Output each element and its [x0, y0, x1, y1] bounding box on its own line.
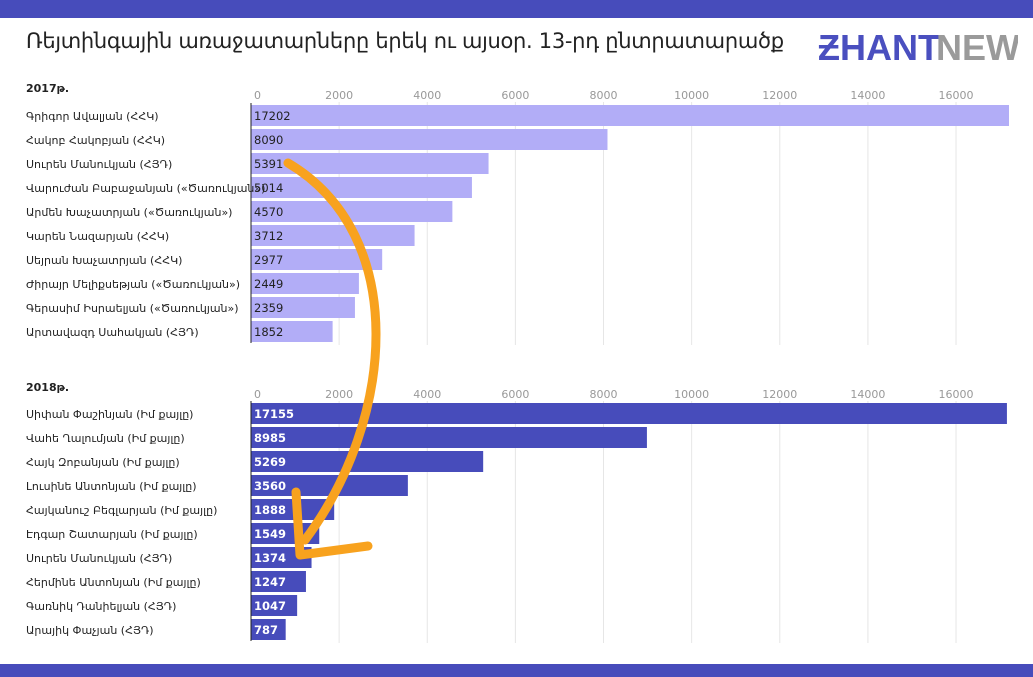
tick-label: 8000: [590, 89, 618, 102]
arrow-head: [291, 487, 373, 560]
tick-label: 6000: [501, 388, 529, 401]
tick-label: 4000: [413, 388, 441, 401]
data-label: 3712: [254, 229, 283, 243]
tick-label: 10000: [674, 388, 709, 401]
category-label: Սուրեն Մանուկյան (ՀՅԴ): [26, 552, 172, 565]
tick-label: 6000: [501, 89, 529, 102]
data-label: 1247: [254, 575, 286, 589]
category-label: Հակոբ Հակոբյան (ՀՀԿ): [26, 134, 165, 147]
data-label: 17202: [254, 109, 291, 123]
category-label: Հերմինե Անտոնյան (Իմ քայլը): [26, 576, 201, 589]
tick-label: 14000: [850, 388, 885, 401]
page-title: Ռեյտինգային առաջատարները երեկ ու այսօր. …: [26, 29, 784, 53]
bar: [251, 595, 298, 616]
tick-label: 14000: [850, 89, 885, 102]
tick-label: 12000: [762, 388, 797, 401]
data-label: 4570: [254, 205, 283, 219]
category-label: Հայկանուշ Բեգլարյան (Իմ քայլը): [26, 504, 217, 517]
tick-label: 8000: [590, 388, 618, 401]
category-label: Արմեն Խաչատրյան («Ծառուկյան»): [26, 206, 232, 219]
tick-label: 2000: [325, 388, 353, 401]
category-label: Էդգար Շատարյան (Իմ քայլը): [26, 528, 198, 541]
bar: [251, 225, 415, 246]
tick-label: 4000: [413, 89, 441, 102]
category-label: Սիփան Փաշինյան (Իմ քայլը): [26, 408, 193, 421]
data-label: 2449: [254, 277, 283, 291]
logo-text-right: NEWS: [936, 27, 1018, 68]
bar: [251, 129, 608, 150]
tick-label: 12000: [762, 89, 797, 102]
tick-label: 10000: [674, 89, 709, 102]
bar: [251, 297, 355, 318]
data-label: 1888: [254, 503, 286, 517]
category-label: Գերասիմ Իսրաելյան («Ծառուկյան»): [26, 302, 239, 315]
bar: [251, 571, 306, 592]
chart-title: 2017թ.: [26, 82, 69, 95]
data-label: 8985: [254, 431, 286, 445]
data-label: 1852: [254, 325, 283, 339]
data-label: 2977: [254, 253, 283, 267]
tick-label: 2000: [325, 89, 353, 102]
bar: [251, 403, 1007, 424]
category-label: Լուսինե Անտոնյան (Իմ քայլը): [26, 480, 197, 493]
category-label: Սեյրան Խաչատրյան (ՀՀԿ): [26, 254, 182, 267]
data-label: 2359: [254, 301, 283, 315]
data-label: 5391: [254, 157, 283, 171]
chart-1: 2018թ. 0 2000 4000 6000 8000 10000 12000 14000 16…: [26, 381, 1007, 643]
arrow-curve: [283, 158, 381, 545]
top-frame-bar: [0, 0, 1033, 18]
chart-title: 2018թ.: [26, 381, 69, 394]
data-label: 1549: [254, 527, 286, 541]
zhantnews-logo: ƵHANT NEWS: [818, 27, 1018, 68]
data-label: 1047: [254, 599, 286, 613]
bar: [251, 475, 408, 496]
bar: [251, 499, 335, 520]
tick-label: 0: [254, 89, 261, 102]
category-label: Գրիգոր Ավալյան (ՀՀԿ): [26, 110, 159, 123]
bar: [251, 201, 453, 222]
category-label: Սուրեն Մանուկյան (ՀՅԴ): [26, 158, 172, 171]
category-label: Վահե Ղալումյան (Իմ քայլը): [26, 432, 185, 445]
category-label: Վարուժան Բաբաջանյան («Ծառուկյան»): [26, 182, 265, 195]
category-label: Արայիկ Փաչյան (ՀՅԴ): [26, 624, 154, 637]
tick-label: 16000: [939, 388, 974, 401]
data-label: 17155: [254, 407, 294, 421]
logo-text-left: ƵHANT: [818, 27, 940, 68]
bar: [251, 105, 1009, 126]
tick-label: 16000: [939, 89, 974, 102]
bar: [251, 427, 647, 448]
category-label: Ժիրայր Մելիքսեթյան («Ծառուկյան»): [26, 278, 240, 291]
bar: [251, 273, 359, 294]
data-label: 1374: [254, 551, 286, 565]
data-label: 5014: [254, 181, 283, 195]
bar: [251, 321, 333, 342]
category-label: Հայկ Զոբանյան (Իմ քայլը): [26, 456, 180, 469]
data-label: 5269: [254, 455, 286, 469]
highlight-arrow: [283, 158, 381, 560]
data-label: 8090: [254, 133, 283, 147]
bar: [251, 177, 472, 198]
bar: [251, 619, 286, 640]
bar: [251, 451, 484, 472]
bar: [251, 153, 489, 174]
category-label: Կարեն Նազարյան (ՀՀԿ): [26, 230, 169, 243]
data-label: 787: [254, 623, 278, 637]
chart-0: 2017թ. 0 2000 4000 6000 8000 10000 12000 14000 16…: [26, 82, 1009, 345]
data-label: 3560: [254, 479, 286, 493]
category-label: Գառնիկ Դանիելյան (ՀՅԴ): [26, 600, 176, 613]
bar: [251, 249, 383, 270]
bottom-frame-bar: [0, 664, 1033, 677]
category-label: Արտավազդ Սահակյան (ՀՅԴ): [26, 326, 199, 339]
tick-label: 0: [254, 388, 261, 401]
